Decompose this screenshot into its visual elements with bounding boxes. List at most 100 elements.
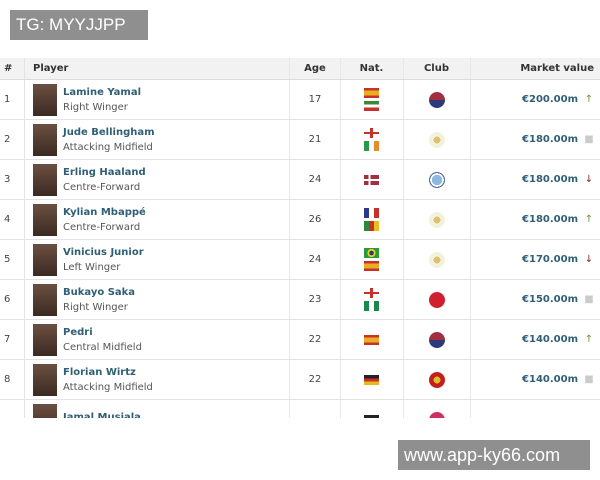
player-cell: Jamal Musiala xyxy=(25,400,290,418)
club-fc-barcelona-icon[interactable] xyxy=(428,331,445,348)
trend-same-icon: ■ xyxy=(584,294,594,305)
club-cell[interactable] xyxy=(403,360,471,399)
player-photo xyxy=(33,123,57,156)
age: 24 xyxy=(290,160,341,199)
club-bayern-munich-icon[interactable] xyxy=(428,411,445,418)
rank xyxy=(0,400,25,418)
market-value[interactable]: €150.00m xyxy=(522,294,578,305)
col-nat[interactable]: Nat. xyxy=(340,58,404,79)
player-photo xyxy=(33,283,57,316)
market-value[interactable]: €180.00m xyxy=(522,214,578,225)
club-cell[interactable] xyxy=(403,280,471,319)
table-row: 2 Jude Bellingham Attacking Midfield 21 … xyxy=(0,120,600,160)
col-club[interactable]: Club xyxy=(403,58,471,79)
club-cell[interactable] xyxy=(403,80,471,119)
rank: 6 xyxy=(0,280,25,319)
player-cell: Florian Wirtz Attacking Midfield xyxy=(25,360,290,399)
rank: 3 xyxy=(0,160,25,199)
table-row: 8 Florian Wirtz Attacking Midfield 22 €1… xyxy=(0,360,600,400)
age xyxy=(290,400,341,418)
player-name-link[interactable]: Vinicius Junior xyxy=(63,246,144,258)
table-row: 1 Lamine Yamal Right Winger 17 €200.00m … xyxy=(0,80,600,120)
watermark-bottom: www.app-ky66.com xyxy=(398,440,590,470)
flag-equatorial-guinea-icon xyxy=(364,101,379,111)
club-cell[interactable] xyxy=(403,160,471,199)
flag-germany-icon xyxy=(364,414,379,418)
player-position: Right Winger xyxy=(63,301,128,313)
age: 22 xyxy=(290,360,341,399)
col-market-value[interactable]: Market value xyxy=(520,63,594,74)
player-photo xyxy=(33,163,57,196)
player-name-link[interactable]: Lamine Yamal xyxy=(63,86,142,98)
col-player[interactable]: Player xyxy=(25,58,290,79)
player-position: Left Winger xyxy=(63,261,121,273)
market-value-cell: €140.00m ■ xyxy=(470,360,600,399)
nationality xyxy=(340,160,404,199)
flag-cameroon-icon xyxy=(364,221,379,231)
market-value-cell: €170.00m ↓ xyxy=(470,240,600,279)
club-real-madrid-icon[interactable] xyxy=(428,251,445,268)
market-value[interactable]: €170.00m xyxy=(522,254,578,265)
club-manchester-city-icon[interactable] xyxy=(428,171,445,188)
club-cell[interactable] xyxy=(403,400,471,418)
player-photo xyxy=(33,323,57,356)
flag-brazil-icon xyxy=(364,248,379,258)
player-cell: Kylian Mbappé Centre-Forward xyxy=(25,200,290,239)
flag-england-icon xyxy=(364,288,379,298)
player-name-link[interactable]: Pedri xyxy=(63,326,93,338)
nationality xyxy=(340,360,404,399)
club-real-madrid-icon[interactable] xyxy=(428,211,445,228)
player-photo xyxy=(33,83,57,116)
player-position: Central Midfield xyxy=(63,341,142,353)
nationality xyxy=(340,240,404,279)
player-photo xyxy=(33,403,57,418)
trend-same-icon: ■ xyxy=(584,134,594,145)
market-value[interactable]: €180.00m xyxy=(522,134,578,145)
market-value-cell: €150.00m ■ xyxy=(470,280,600,319)
player-name-link[interactable]: Jamal Musiala xyxy=(63,412,141,418)
market-value-table: # Player Age Nat. Club Market value 1 La… xyxy=(0,58,600,418)
player-position: Centre-Forward xyxy=(63,181,141,193)
player-name-link[interactable]: Jude Bellingham xyxy=(63,126,155,138)
flag-germany-icon xyxy=(364,374,379,385)
player-position: Attacking Midfield xyxy=(63,141,153,153)
player-name-link[interactable]: Bukayo Saka xyxy=(63,286,136,298)
age: 24 xyxy=(290,240,341,279)
player-cell: Bukayo Saka Right Winger xyxy=(25,280,290,319)
age: 17 xyxy=(290,80,341,119)
club-cell[interactable] xyxy=(403,120,471,159)
trend-same-icon: ■ xyxy=(584,374,594,385)
club-arsenal-icon[interactable] xyxy=(428,291,445,308)
market-value-cell xyxy=(470,400,600,418)
market-value[interactable]: €140.00m xyxy=(522,374,578,385)
rank: 1 xyxy=(0,80,25,119)
player-cell: Erling Haaland Centre-Forward xyxy=(25,160,290,199)
trend-up-icon: ↑ xyxy=(584,94,594,105)
market-value-cell: €200.00m ↑ xyxy=(470,80,600,119)
club-real-madrid-icon[interactable] xyxy=(428,131,445,148)
age: 22 xyxy=(290,320,341,359)
col-age[interactable]: Age xyxy=(290,58,341,79)
flag-spain-icon xyxy=(364,261,379,271)
player-name-link[interactable]: Kylian Mbappé xyxy=(63,206,146,218)
player-name-link[interactable]: Erling Haaland xyxy=(63,166,146,178)
market-value-cell: €180.00m ↓ xyxy=(470,160,600,199)
club-cell[interactable] xyxy=(403,200,471,239)
market-value[interactable]: €180.00m xyxy=(522,174,578,185)
market-value[interactable]: €140.00m xyxy=(522,334,578,345)
market-value[interactable]: €200.00m xyxy=(522,94,578,105)
club-cell[interactable] xyxy=(403,320,471,359)
age: 21 xyxy=(290,120,341,159)
col-rank[interactable]: # xyxy=(0,58,25,79)
trend-up-icon: ↑ xyxy=(584,214,594,225)
player-cell: Vinicius Junior Left Winger xyxy=(25,240,290,279)
club-cell[interactable] xyxy=(403,240,471,279)
market-value-cell: €140.00m ↑ xyxy=(470,320,600,359)
nationality xyxy=(340,200,404,239)
rank: 5 xyxy=(0,240,25,279)
club-fc-barcelona-icon[interactable] xyxy=(428,91,445,108)
rank: 8 xyxy=(0,360,25,399)
player-cell: Jude Bellingham Attacking Midfield xyxy=(25,120,290,159)
player-name-link[interactable]: Florian Wirtz xyxy=(63,366,136,378)
club-bayer-leverkusen-icon[interactable] xyxy=(428,371,445,388)
